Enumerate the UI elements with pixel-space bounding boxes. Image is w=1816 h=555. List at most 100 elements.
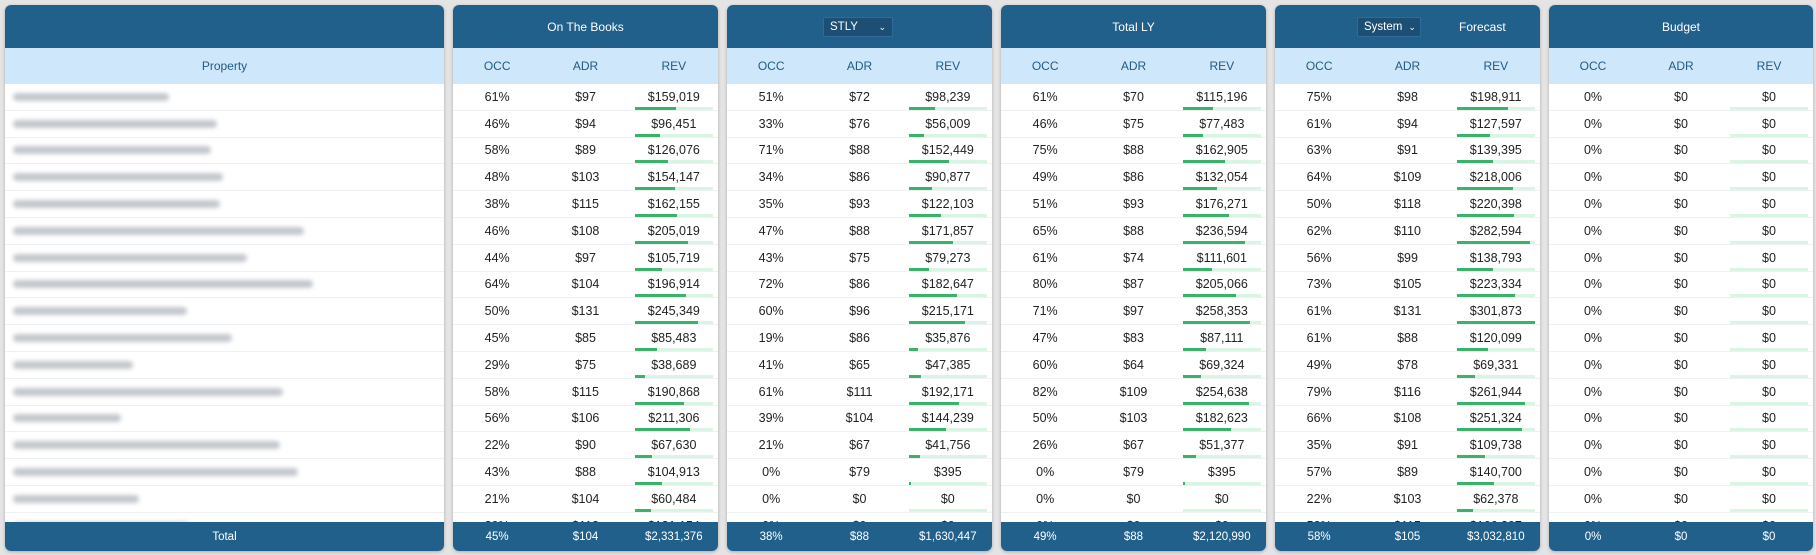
- metric-row: 61% $74 $111,601: [1001, 245, 1266, 272]
- rev-bar-track: [1182, 294, 1261, 298]
- adr-column-label[interactable]: ADR: [1120, 59, 1147, 73]
- property-panel: Property Total: [5, 5, 444, 551]
- occ-value: 0%: [1583, 170, 1603, 185]
- rev-cell: $109,738: [1452, 438, 1540, 459]
- occ-column-label[interactable]: OCC: [1031, 59, 1059, 73]
- occ-value: 0%: [1583, 491, 1603, 506]
- rev-value: $0: [1762, 277, 1776, 292]
- metric-row: 0% $0 $0: [1549, 272, 1813, 299]
- property-row[interactable]: [5, 432, 444, 460]
- metric-row: 61% $97 $159,019: [453, 84, 718, 111]
- comparison-select[interactable]: STLY ⌄: [823, 17, 893, 37]
- rev-bar-fill: [1182, 428, 1231, 432]
- rev-bar-fill: [908, 401, 959, 405]
- property-column-label[interactable]: Property: [201, 59, 248, 73]
- metric-row: 0% $0 $0: [1549, 406, 1813, 433]
- property-name-redacted: [13, 494, 139, 503]
- property-row[interactable]: [5, 191, 444, 218]
- rev-column-label[interactable]: REV: [935, 59, 961, 73]
- property-row[interactable]: [5, 164, 444, 192]
- occ-value: 0%: [1583, 357, 1603, 372]
- rev-value: $62,378: [1473, 491, 1519, 506]
- rev-bar-fill: [1456, 240, 1530, 244]
- rev-cell: $261,944: [1452, 385, 1540, 405]
- property-name-redacted: [13, 119, 217, 128]
- adr-column-label[interactable]: ADR: [846, 59, 873, 73]
- section-total-row: 58% $105 $3,032,810: [1275, 522, 1540, 551]
- property-row[interactable]: [5, 272, 444, 299]
- rev-cell: $0: [1725, 143, 1813, 164]
- section-rows: 51% $72 $98,239 33% $76 $56,009 71% $88 $152,449…: [727, 84, 992, 540]
- metric-row: 63% $91 $139,395: [1275, 138, 1540, 165]
- rev-cell: $104,913: [630, 465, 718, 486]
- rev-value: $41,756: [925, 438, 971, 453]
- occ-column-label[interactable]: OCC: [483, 59, 511, 73]
- property-row[interactable]: [5, 379, 444, 406]
- property-row[interactable]: [5, 138, 444, 165]
- rev-cell: $162,155: [630, 197, 718, 218]
- property-row[interactable]: [5, 352, 444, 379]
- total-rev: $2,120,990: [1193, 530, 1251, 543]
- section-title: Forecast: [1459, 19, 1506, 34]
- total-occ: 58%: [1307, 530, 1331, 543]
- rev-bar-fill: [1456, 401, 1525, 405]
- property-name-redacted: [13, 173, 223, 182]
- rev-value: $85,483: [651, 331, 697, 346]
- rev-value: $0: [1762, 250, 1776, 265]
- metric-row: 44% $97 $105,719: [453, 245, 718, 272]
- rev-bar-track: [908, 508, 987, 512]
- metric-row: 58% $89 $126,076: [453, 138, 718, 165]
- rev-cell: $0: [1725, 385, 1813, 405]
- rev-value: $60,484: [651, 491, 697, 506]
- property-row[interactable]: [5, 325, 444, 352]
- property-row[interactable]: [5, 486, 444, 513]
- rev-value: $0: [1762, 143, 1776, 158]
- property-row[interactable]: [5, 218, 444, 245]
- rev-bar-fill: [1182, 160, 1225, 164]
- rev-column-label[interactable]: REV: [1756, 59, 1782, 73]
- rev-value: $0: [1762, 170, 1776, 185]
- property-row[interactable]: [5, 245, 444, 272]
- total-label: Total: [212, 530, 237, 543]
- metric-row: 0% $0 $0: [1549, 486, 1813, 513]
- property-row[interactable]: [5, 84, 444, 111]
- rev-value: $162,905: [1195, 143, 1248, 158]
- property-total-row: Total: [5, 522, 444, 551]
- adr-value: $0: [1674, 170, 1688, 185]
- adr-value: $90: [575, 438, 596, 453]
- occ-column-label[interactable]: OCC: [1305, 59, 1333, 73]
- metric-row: 39% $104 $144,239: [727, 406, 992, 433]
- rev-column-label[interactable]: REV: [1483, 59, 1509, 73]
- rev-column-label[interactable]: REV: [661, 59, 687, 73]
- rev-cell: $41,756: [904, 438, 992, 459]
- rev-bar-track: [908, 294, 987, 298]
- adr-column-label[interactable]: ADR: [572, 59, 599, 73]
- adr-value: $88: [849, 143, 870, 158]
- occ-column-label[interactable]: OCC: [1579, 59, 1607, 73]
- occ-column-label[interactable]: OCC: [757, 59, 785, 73]
- adr-column-label[interactable]: ADR: [1668, 59, 1694, 73]
- occ-value: 64%: [484, 277, 510, 292]
- property-row[interactable]: [5, 111, 444, 138]
- rev-value: $47,385: [925, 357, 971, 372]
- adr-value: $88: [1397, 331, 1418, 346]
- adr-value: $72: [849, 89, 870, 104]
- adr-column-label[interactable]: ADR: [1394, 59, 1421, 73]
- forecast-source-select[interactable]: System ⌄: [1357, 17, 1421, 37]
- occ-value: 0%: [762, 491, 781, 506]
- adr-value: $116: [1394, 384, 1421, 399]
- adr-value: $70: [1123, 89, 1144, 104]
- property-row[interactable]: [5, 406, 444, 433]
- rev-value: $176,271: [1195, 197, 1248, 212]
- adr-value: $106: [571, 411, 600, 426]
- rev-bar-track: [1456, 214, 1535, 218]
- adr-value: $105: [1393, 277, 1422, 292]
- adr-value: $93: [1123, 197, 1144, 212]
- property-row[interactable]: [5, 459, 444, 486]
- rev-column-label[interactable]: REV: [1209, 59, 1235, 73]
- rev-bar-track: [1456, 374, 1535, 378]
- occ-value: 50%: [484, 304, 510, 319]
- property-row[interactable]: [5, 298, 444, 326]
- rev-bar-fill: [634, 455, 652, 459]
- rev-value: $122,103: [921, 197, 974, 212]
